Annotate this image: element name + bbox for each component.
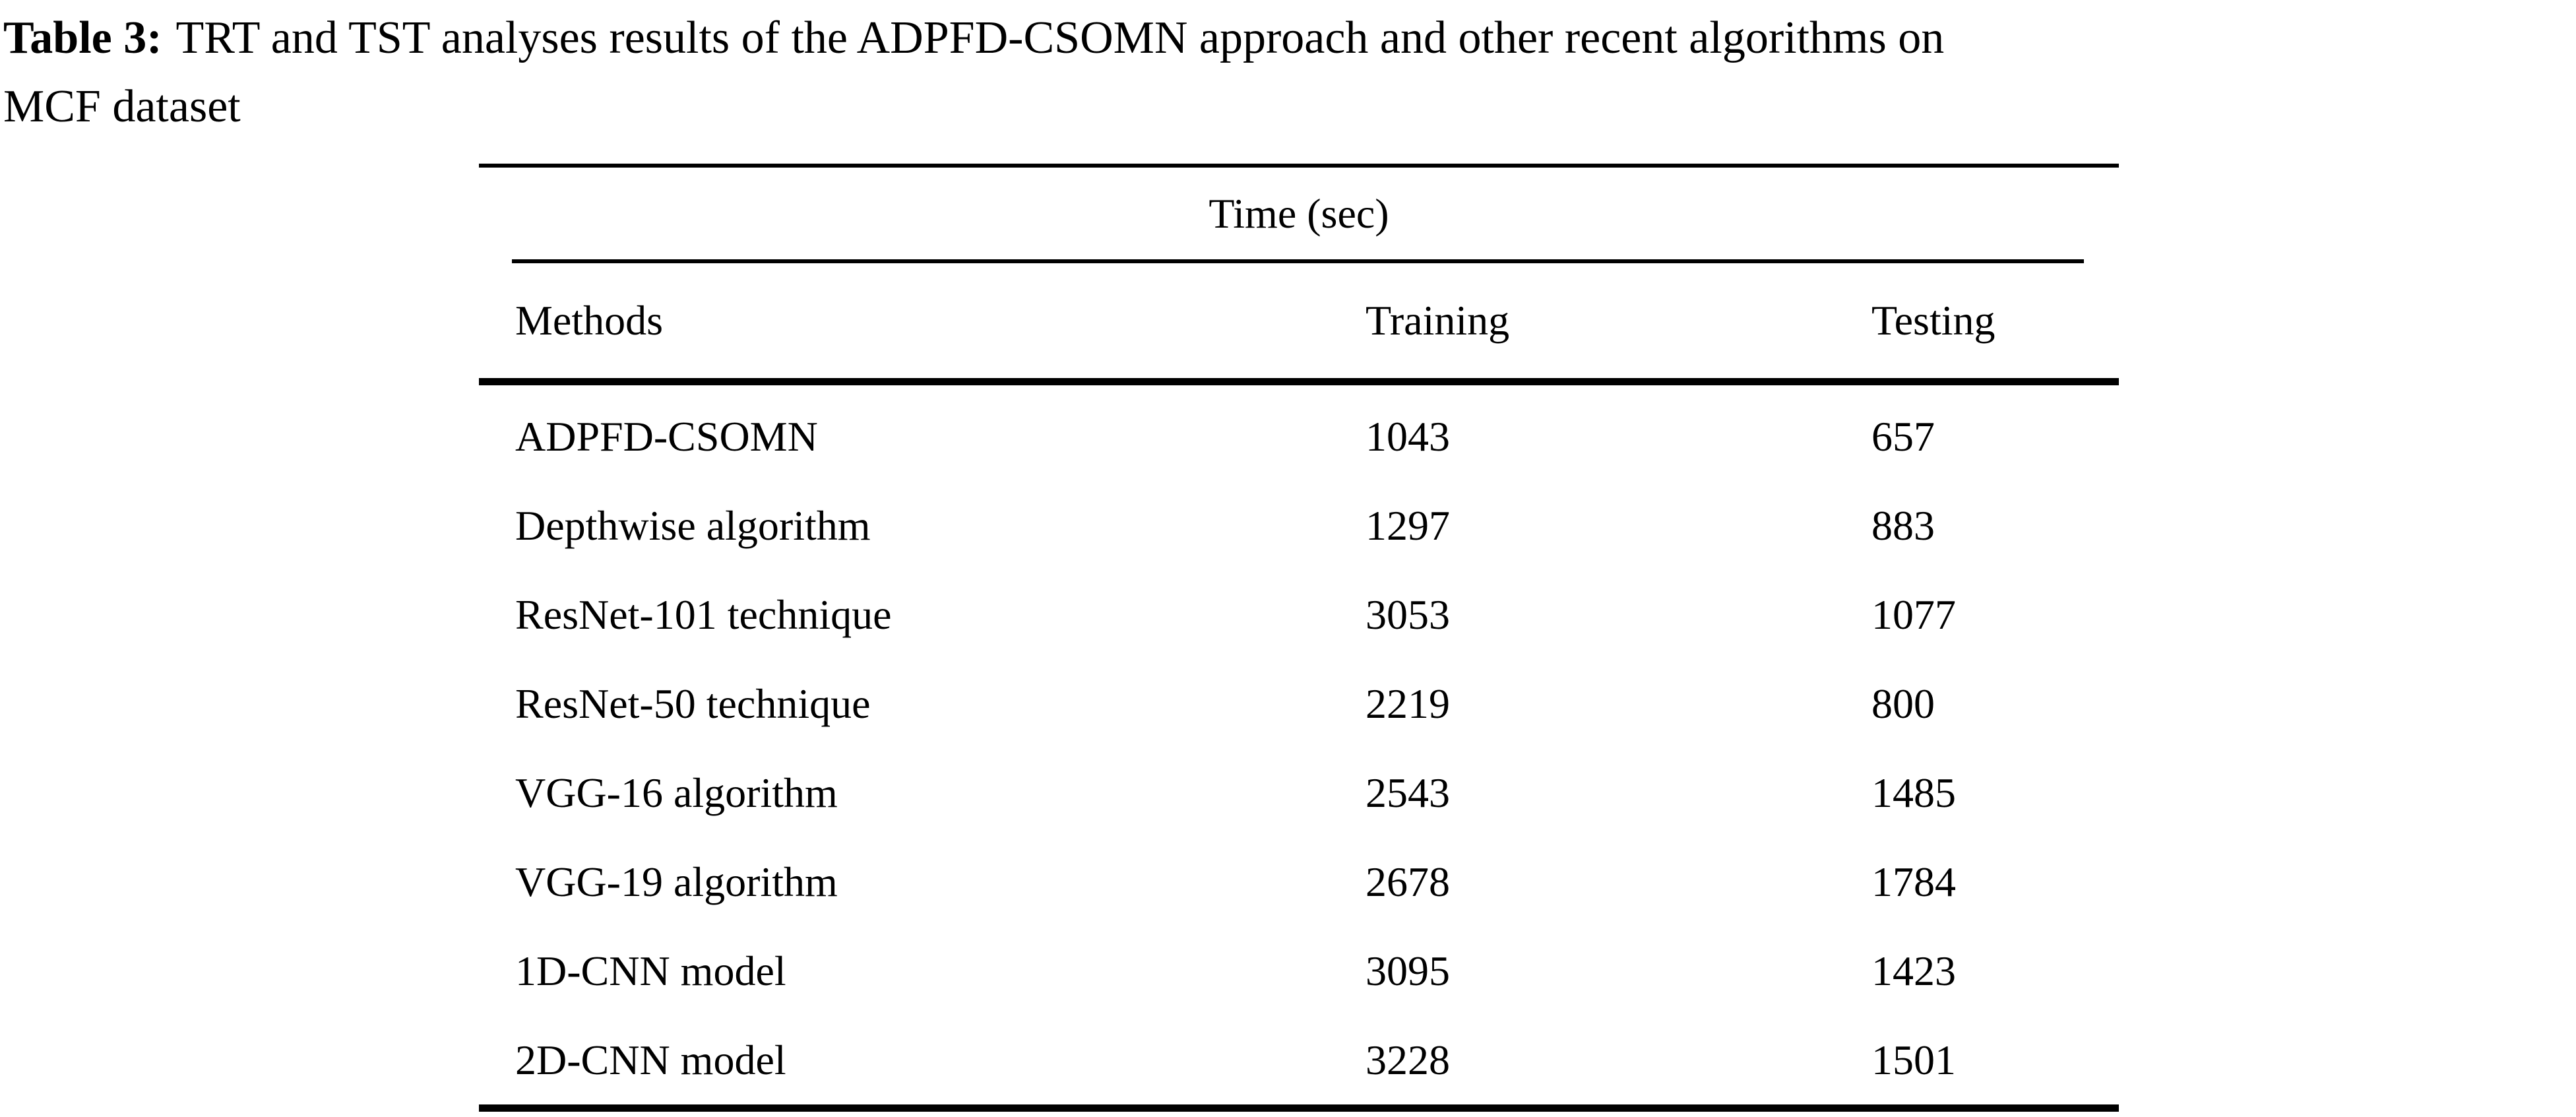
- table-row: ADPFD-CSOMN 1043 657: [479, 392, 2119, 481]
- testing-cell: 657: [1871, 412, 1935, 460]
- table-row: 2D-CNN model 3228 1501: [479, 1015, 2119, 1104]
- table-bottom-rule: [479, 1104, 2119, 1112]
- training-cell: 3228: [1366, 1036, 1450, 1083]
- table-row: VGG-19 algorithm 2678 1784: [479, 837, 2119, 926]
- table-caption: Table 3: TRT and TST analyses results of …: [3, 4, 2569, 141]
- spanning-header-label: Time (sec): [1209, 189, 1389, 237]
- spanning-header: Time (sec): [479, 168, 2119, 259]
- testing-cell: 1423: [1871, 947, 1956, 994]
- method-cell: 2D-CNN model: [515, 1036, 786, 1083]
- method-cell: VGG-16 algorithm: [515, 769, 838, 816]
- training-cell: 2543: [1366, 769, 1450, 816]
- table-row: Depthwise algorithm 1297 883: [479, 481, 2119, 570]
- method-cell: 1D-CNN model: [515, 947, 786, 994]
- column-header-training: Training: [1366, 297, 1510, 344]
- results-table: Time (sec) Methods Training Testing ADPF…: [479, 164, 2119, 1112]
- testing-cell: 1077: [1871, 590, 1956, 638]
- training-cell: 3095: [1366, 947, 1450, 994]
- column-header-row: Methods Training Testing: [479, 263, 2119, 378]
- testing-cell: 800: [1871, 680, 1935, 727]
- testing-cell: 1784: [1871, 858, 1956, 905]
- training-cell: 1297: [1366, 501, 1450, 549]
- table-row: ResNet-101 technique 3053 1077: [479, 570, 2119, 659]
- table-row: VGG-16 algorithm 2543 1485: [479, 748, 2119, 837]
- training-cell: 3053: [1366, 590, 1450, 638]
- method-cell: ADPFD-CSOMN: [515, 412, 818, 460]
- caption-text-line2: MCF dataset: [3, 81, 241, 132]
- testing-cell: 1485: [1871, 769, 1956, 816]
- training-cell: 2219: [1366, 680, 1450, 727]
- table-row: ResNet-50 technique 2219 800: [479, 659, 2119, 748]
- training-cell: 2678: [1366, 858, 1450, 905]
- caption-label: Table 3:: [3, 13, 162, 63]
- table-row: 1D-CNN model 3095 1423: [479, 926, 2119, 1015]
- table-top-rule: [479, 164, 2119, 168]
- table-body: ADPFD-CSOMN 1043 657 Depthwise algorithm…: [479, 385, 2119, 1104]
- header-bottom-rule: [479, 378, 2119, 385]
- testing-cell: 883: [1871, 501, 1935, 549]
- training-cell: 1043: [1366, 412, 1450, 460]
- column-header-testing: Testing: [1871, 297, 1995, 344]
- span-header-rule: [512, 259, 2084, 263]
- column-header-methods: Methods: [515, 297, 663, 344]
- testing-cell: 1501: [1871, 1036, 1956, 1083]
- method-cell: ResNet-101 technique: [515, 590, 892, 638]
- method-cell: ResNet-50 technique: [515, 680, 871, 727]
- caption-text-line1: TRT and TST analyses results of the ADPF…: [175, 13, 1945, 63]
- method-cell: Depthwise algorithm: [515, 501, 871, 549]
- method-cell: VGG-19 algorithm: [515, 858, 838, 905]
